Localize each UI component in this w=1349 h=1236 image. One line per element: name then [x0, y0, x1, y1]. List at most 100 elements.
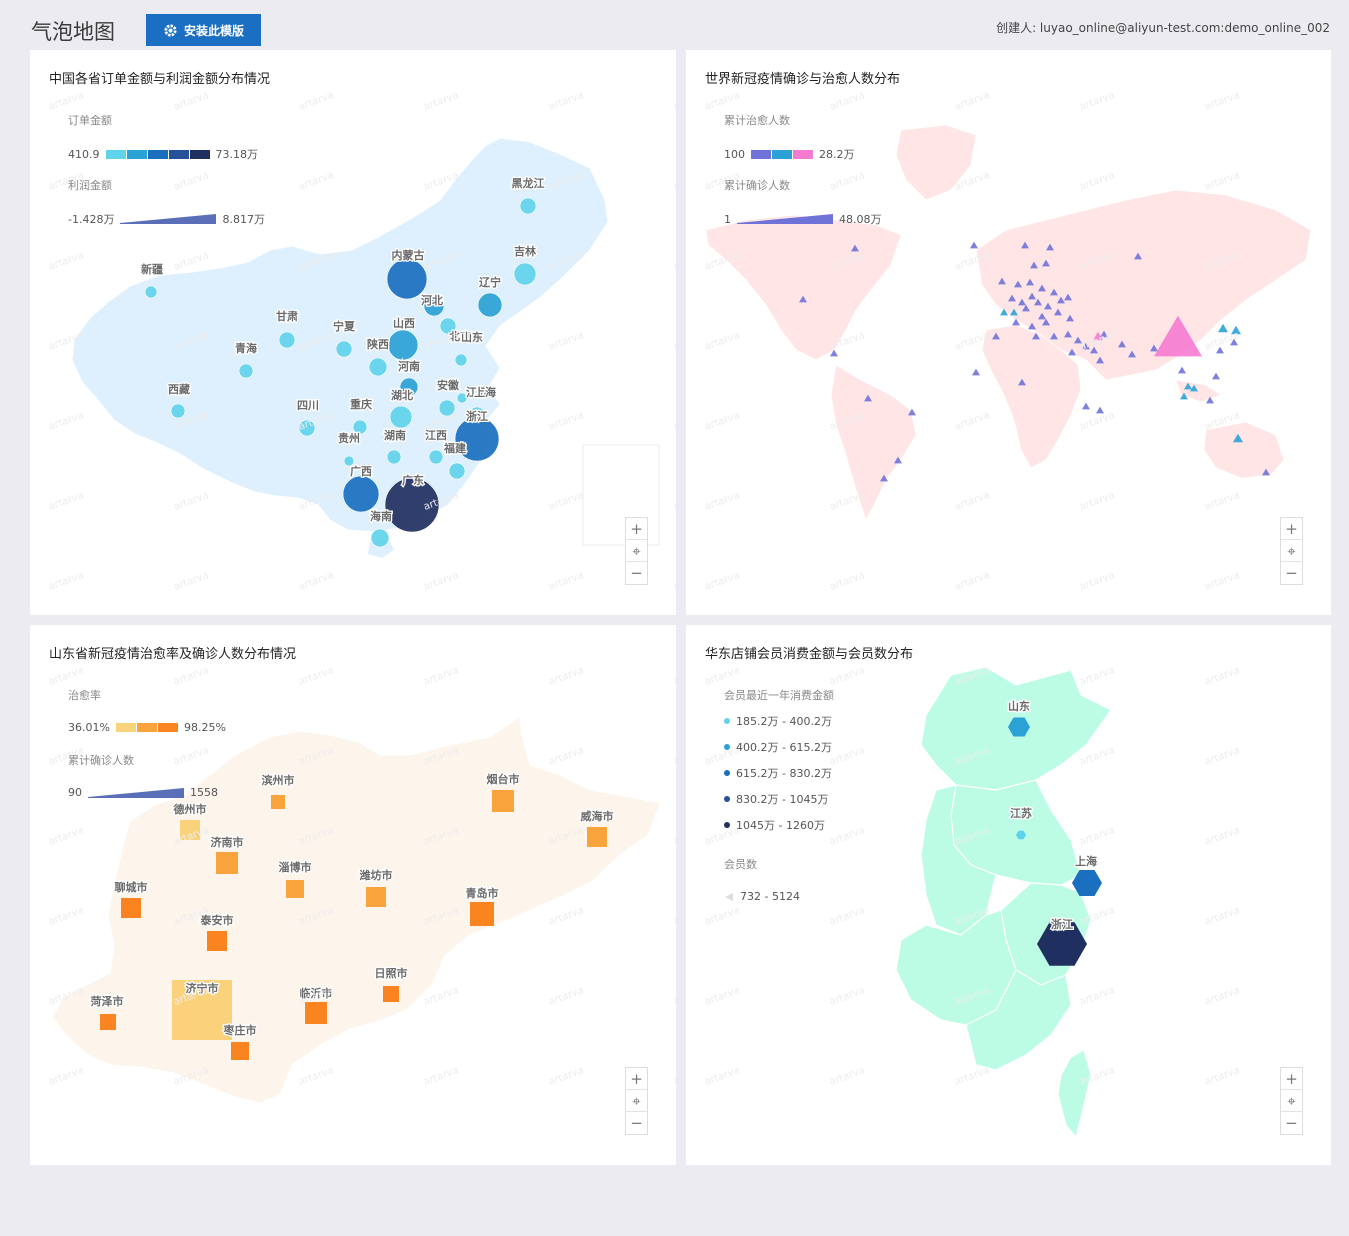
- country-marker[interactable]: [1050, 332, 1058, 340]
- province-bubble[interactable]: [428, 449, 444, 465]
- city-square[interactable]: [366, 887, 386, 907]
- country-marker[interactable]: [830, 349, 838, 357]
- region-hexagon[interactable]: [1037, 922, 1087, 966]
- country-marker[interactable]: [1018, 298, 1026, 306]
- country-marker[interactable]: [1066, 314, 1074, 322]
- country-marker[interactable]: [1134, 252, 1142, 260]
- country-marker[interactable]: [1190, 384, 1198, 392]
- country-marker[interactable]: [1038, 312, 1046, 320]
- country-marker[interactable]: [1012, 318, 1020, 326]
- country-marker[interactable]: [1021, 241, 1029, 249]
- locate-button[interactable]: ⌖: [1281, 540, 1302, 562]
- country-marker[interactable]: [1180, 392, 1188, 400]
- country-marker[interactable]: [1216, 346, 1224, 354]
- province-bubble[interactable]: [298, 419, 316, 437]
- city-square[interactable]: [286, 880, 304, 898]
- city-square[interactable]: [180, 820, 200, 840]
- country-marker[interactable]: [1128, 350, 1136, 358]
- region-hexagon[interactable]: [1016, 830, 1026, 840]
- province-bubble[interactable]: [439, 317, 457, 335]
- country-marker[interactable]: [1018, 378, 1026, 386]
- province-bubble[interactable]: [335, 340, 353, 358]
- province-bubble[interactable]: [386, 258, 428, 300]
- legend-range-item[interactable]: 185.2万 - 400.2万: [724, 713, 834, 729]
- city-square[interactable]: [383, 986, 399, 1002]
- province-bubble[interactable]: [238, 363, 254, 379]
- province-bubble[interactable]: [454, 353, 468, 367]
- country-marker[interactable]: [1100, 330, 1108, 338]
- province-bubble[interactable]: [368, 357, 388, 377]
- country-marker[interactable]: [851, 244, 859, 252]
- province-bubble[interactable]: [387, 329, 419, 361]
- country-marker[interactable]: [1184, 382, 1192, 390]
- country-marker[interactable]: [972, 368, 980, 376]
- province-bubble[interactable]: [342, 475, 380, 513]
- region-hexagon[interactable]: [1008, 717, 1030, 737]
- country-marker[interactable]: [1057, 296, 1065, 304]
- province-bubble[interactable]: [170, 403, 186, 419]
- city-square[interactable]: [231, 1042, 249, 1060]
- city-square[interactable]: [305, 1002, 327, 1024]
- country-marker[interactable]: [880, 474, 888, 482]
- country-marker[interactable]: [970, 241, 978, 249]
- province-bubble[interactable]: [438, 399, 456, 417]
- country-marker[interactable]: [1026, 278, 1034, 286]
- country-marker[interactable]: [1154, 315, 1202, 357]
- country-marker[interactable]: [1028, 322, 1036, 330]
- legend-range-item[interactable]: 400.2万 - 615.2万: [724, 739, 834, 755]
- city-square[interactable]: [587, 827, 607, 847]
- country-marker[interactable]: [1028, 292, 1036, 300]
- zoom-out-button[interactable]: −: [1285, 1114, 1298, 1132]
- country-marker[interactable]: [1090, 346, 1098, 354]
- city-square[interactable]: [470, 902, 494, 926]
- country-marker[interactable]: [1008, 294, 1016, 302]
- country-marker[interactable]: [1096, 406, 1104, 414]
- province-bubble[interactable]: [370, 528, 390, 548]
- country-marker[interactable]: [1064, 330, 1072, 338]
- country-marker[interactable]: [1046, 243, 1054, 251]
- locate-button[interactable]: ⌖: [626, 1090, 647, 1112]
- country-marker[interactable]: [1022, 304, 1030, 312]
- country-marker[interactable]: [1093, 331, 1103, 341]
- province-bubble[interactable]: [389, 405, 413, 429]
- world-map[interactable]: artarva artarva artarva artarva artarva artar…: [686, 50, 1331, 615]
- country-marker[interactable]: [1044, 302, 1052, 310]
- province-bubble[interactable]: [423, 295, 445, 317]
- province-bubble[interactable]: [384, 477, 440, 533]
- city-square[interactable]: [121, 898, 141, 918]
- country-marker[interactable]: [1054, 308, 1062, 316]
- region-hexagon[interactable]: [1072, 870, 1102, 896]
- country-marker[interactable]: [1010, 308, 1018, 316]
- country-marker[interactable]: [799, 295, 807, 303]
- country-marker[interactable]: [998, 277, 1006, 285]
- country-marker[interactable]: [1082, 402, 1090, 410]
- country-marker[interactable]: [1082, 342, 1090, 350]
- country-marker[interactable]: [908, 408, 916, 416]
- country-marker[interactable]: [1042, 318, 1050, 326]
- country-marker[interactable]: [1034, 298, 1042, 306]
- legend-range-item[interactable]: 1045万 - 1260万: [724, 817, 834, 833]
- province-bubble[interactable]: [343, 455, 355, 467]
- country-marker[interactable]: [1014, 280, 1022, 288]
- province-bubble[interactable]: [456, 392, 468, 404]
- province-bubble[interactable]: [454, 416, 500, 462]
- province-bubble[interactable]: [352, 419, 368, 435]
- province-bubble[interactable]: [399, 377, 419, 397]
- province-bubble[interactable]: [278, 331, 296, 349]
- install-template-button[interactable]: 安装此模版: [146, 14, 261, 46]
- zoom-in-button[interactable]: +: [626, 1068, 647, 1090]
- zoom-in-button[interactable]: +: [1281, 1068, 1302, 1090]
- country-marker[interactable]: [1050, 288, 1058, 296]
- city-square[interactable]: [100, 1014, 116, 1030]
- country-marker[interactable]: [1030, 261, 1038, 269]
- city-square[interactable]: [271, 795, 285, 809]
- locate-button[interactable]: ⌖: [626, 540, 647, 562]
- country-marker[interactable]: [1206, 396, 1214, 404]
- country-marker[interactable]: [1096, 356, 1104, 364]
- zoom-in-button[interactable]: +: [626, 518, 647, 540]
- country-marker[interactable]: [1032, 332, 1040, 340]
- country-marker[interactable]: [1233, 433, 1243, 443]
- province-bubble[interactable]: [477, 292, 503, 318]
